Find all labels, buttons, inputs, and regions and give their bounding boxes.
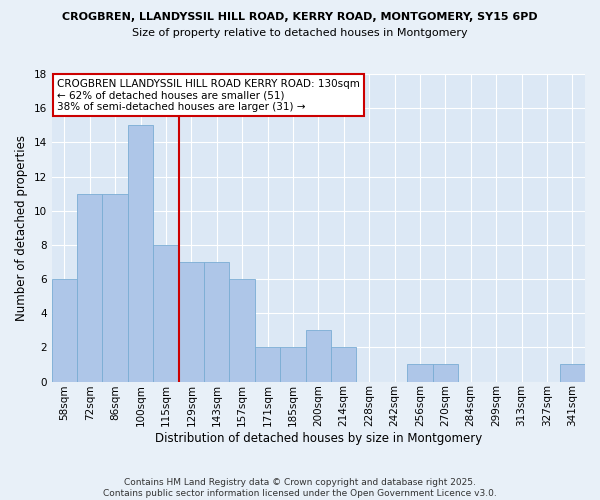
Text: Contains HM Land Registry data © Crown copyright and database right 2025.
Contai: Contains HM Land Registry data © Crown c…	[103, 478, 497, 498]
Bar	[204, 262, 229, 382]
Text: Size of property relative to detached houses in Montgomery: Size of property relative to detached ho…	[132, 28, 468, 38]
Bar	[560, 364, 585, 382]
Bar	[52, 279, 77, 382]
Bar	[433, 364, 458, 382]
Bar	[103, 194, 128, 382]
Bar	[331, 348, 356, 382]
Bar	[179, 262, 204, 382]
Bar	[407, 364, 433, 382]
Bar	[305, 330, 331, 382]
Bar	[280, 348, 305, 382]
Bar	[229, 279, 255, 382]
Text: CROGBREN LLANDYSSIL HILL ROAD KERRY ROAD: 130sqm
← 62% of detached houses are sm: CROGBREN LLANDYSSIL HILL ROAD KERRY ROAD…	[57, 78, 360, 112]
Bar	[153, 245, 179, 382]
Bar	[77, 194, 103, 382]
Bar	[255, 348, 280, 382]
Bar	[128, 126, 153, 382]
Text: CROGBREN, LLANDYSSIL HILL ROAD, KERRY ROAD, MONTGOMERY, SY15 6PD: CROGBREN, LLANDYSSIL HILL ROAD, KERRY RO…	[62, 12, 538, 22]
X-axis label: Distribution of detached houses by size in Montgomery: Distribution of detached houses by size …	[155, 432, 482, 445]
Y-axis label: Number of detached properties: Number of detached properties	[15, 135, 28, 321]
